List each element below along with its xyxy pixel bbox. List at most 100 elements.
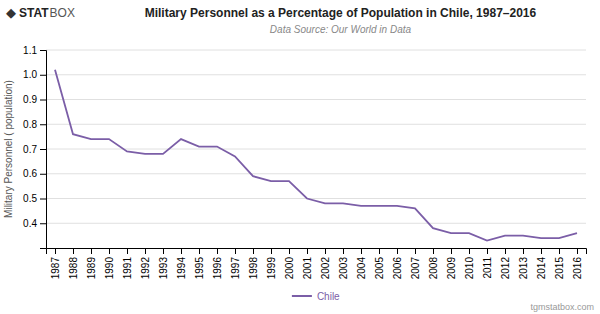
x-tick: 2011 — [482, 248, 493, 279]
x-tick-line — [469, 248, 470, 254]
y-tick: 0.9 — [23, 94, 46, 105]
x-tick: 1989 — [86, 248, 97, 279]
y-tick-label: 0.6 — [23, 168, 37, 179]
y-tick-line — [40, 75, 46, 76]
y-tick: 0.7 — [23, 144, 46, 155]
x-tick-label: 2014 — [536, 257, 547, 280]
x-tick: 1994 — [176, 248, 187, 279]
x-tick-label: 2000 — [284, 257, 295, 280]
x-tick: 2001 — [302, 248, 313, 279]
x-tick: 2012 — [500, 248, 511, 279]
x-tick-label: 2012 — [500, 257, 511, 280]
x-tick-label: 1999 — [266, 257, 277, 280]
grid-line — [46, 124, 586, 125]
x-tick: 2013 — [518, 248, 529, 279]
grid-line — [46, 173, 586, 174]
x-axis: 1987198819891990199119921993199419951996… — [47, 248, 587, 279]
x-tick-line — [307, 248, 308, 254]
x-tick-label: 2010 — [464, 257, 475, 280]
axis-line — [47, 249, 587, 255]
x-tick-label: 2002 — [320, 257, 331, 280]
x-tick-line — [91, 248, 92, 254]
x-tick-label: 1989 — [86, 257, 97, 280]
x-tick-label: 2015 — [554, 257, 565, 280]
x-tick-line — [487, 248, 488, 254]
x-tick-line — [505, 248, 506, 254]
logo-text: STAT — [19, 6, 49, 20]
y-tick-line — [40, 124, 46, 125]
x-tick-line — [109, 248, 110, 254]
grid-line — [46, 74, 586, 75]
x-tick-label: 1991 — [122, 257, 133, 280]
grid — [46, 50, 586, 223]
x-tick: 1992 — [140, 248, 151, 279]
title: Military Personnel as a Percentage of Po… — [145, 6, 537, 20]
x-tick-label: 1992 — [140, 257, 151, 280]
x-tick-label: 2009 — [446, 257, 457, 280]
x-tick-label: 1997 — [230, 257, 241, 280]
x-tick: 1990 — [104, 248, 115, 279]
plot-area: 1987198819891990199119921993199419951996… — [23, 45, 586, 280]
x-tick: 2000 — [284, 248, 295, 279]
grid-line — [46, 223, 586, 224]
logo-symbol: ◆ — [6, 5, 16, 20]
line — [55, 70, 577, 241]
legend-swatch — [292, 295, 312, 297]
x-tick-label: 2001 — [302, 257, 313, 280]
x-tick-label: 1988 — [68, 257, 79, 280]
axis-line — [40, 51, 47, 249]
x-tick-line — [217, 248, 218, 254]
x-tick-line — [55, 248, 56, 254]
x-tick-line — [235, 248, 236, 254]
y-tick: 0.4 — [23, 218, 46, 229]
x-tick-label: 1993 — [158, 257, 169, 280]
y-tick-line — [40, 223, 46, 224]
x-tick-label: 1995 — [194, 257, 205, 280]
x-tick: 2010 — [464, 248, 475, 279]
x-tick-line — [541, 248, 542, 254]
watermark: tgmstatbox.com — [530, 302, 594, 312]
legend-item: Chile — [292, 291, 340, 302]
y-tick-label: 0.8 — [23, 119, 37, 130]
x-tick-line — [577, 248, 578, 254]
y-tick-line — [40, 199, 46, 200]
y-tick-line — [40, 149, 46, 150]
x-tick-line — [325, 248, 326, 254]
x-tick: 2003 — [338, 248, 349, 279]
x-tick-line — [289, 248, 290, 254]
legend: Chile — [292, 291, 340, 302]
y-tick: 0.8 — [23, 119, 46, 130]
x-tick-line — [73, 248, 74, 254]
y-tick-line — [40, 100, 46, 101]
y-tick-line — [40, 174, 46, 175]
x-tick: 1999 — [266, 248, 277, 279]
x-tick-label: 2016 — [572, 257, 583, 280]
y-axis-title: Military Personnel ( population) — [3, 80, 14, 218]
x-tick: 1988 — [68, 248, 79, 279]
x-tick-line — [397, 248, 398, 254]
x-tick: 2014 — [536, 248, 547, 279]
y-tick-label: 0.9 — [23, 94, 37, 105]
y-tick-label: 0.7 — [23, 144, 37, 155]
x-tick-label: 2013 — [518, 257, 529, 280]
x-tick: 2007 — [410, 248, 421, 279]
logo: ◆STATBOX — [6, 5, 75, 20]
x-tick: 2004 — [356, 248, 367, 279]
x-tick: 2008 — [428, 248, 439, 279]
x-tick: 2009 — [446, 248, 457, 279]
x-tick-line — [451, 248, 452, 254]
x-tick-line — [559, 248, 560, 254]
x-tick: 1991 — [122, 248, 133, 279]
x-tick: 1998 — [248, 248, 259, 279]
x-tick-line — [523, 248, 524, 254]
x-tick: 1995 — [194, 248, 205, 279]
x-tick-label: 2008 — [428, 257, 439, 280]
x-tick-label: 2005 — [374, 257, 385, 280]
x-tick-line — [127, 248, 128, 254]
x-tick-label: 2011 — [482, 257, 493, 279]
x-tick-label: 2007 — [410, 257, 421, 280]
y-tick-label: 1.0 — [23, 69, 37, 80]
x-tick-label: 1996 — [212, 257, 223, 280]
y-tick-label: 0.4 — [23, 218, 37, 229]
x-tick-line — [415, 248, 416, 254]
